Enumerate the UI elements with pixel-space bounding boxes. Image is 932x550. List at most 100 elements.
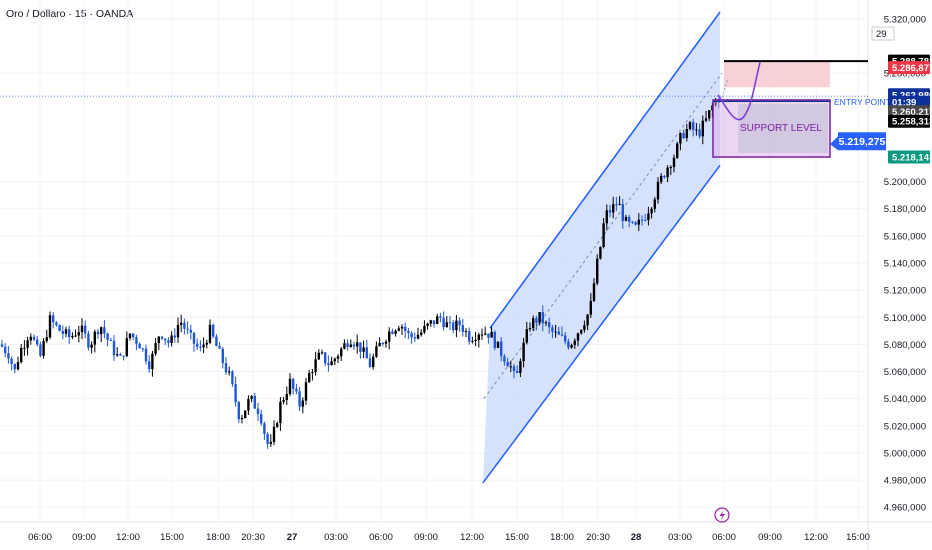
candle-body <box>128 333 132 339</box>
candle-body <box>564 335 567 342</box>
candle-body <box>484 333 487 335</box>
candle-body <box>103 327 106 334</box>
candle-body <box>250 395 253 399</box>
candle-body <box>650 208 653 214</box>
candle-body <box>496 341 500 348</box>
candle-body <box>407 330 410 334</box>
stop-zone[interactable] <box>724 61 830 88</box>
time-tick-label: 20:30 <box>241 532 265 543</box>
support-value-callout[interactable] <box>830 132 886 151</box>
candle-body <box>106 333 109 340</box>
candle-body <box>173 335 176 338</box>
candle-body <box>29 336 32 341</box>
candle-body <box>234 384 237 403</box>
candle-body <box>548 322 551 328</box>
candle-body <box>183 322 186 329</box>
candle-body <box>423 325 426 333</box>
candle-body <box>74 335 77 337</box>
candle-body <box>10 358 13 364</box>
candle-body <box>237 402 240 420</box>
candle-body <box>356 342 359 347</box>
candle-body <box>692 122 695 130</box>
price-tag-label: 01:39 <box>892 98 916 109</box>
candle-body <box>500 341 503 357</box>
candle-body <box>266 434 269 444</box>
candle-body <box>672 157 676 168</box>
candle-body <box>336 356 340 359</box>
candle-body <box>263 423 266 435</box>
time-axis[interactable]: 06:00 09:00 12:00 15:00 18:00 20:30 27 03:00 06:… <box>28 532 870 543</box>
candle-body <box>394 330 397 334</box>
channel-lower-line[interactable] <box>482 164 721 484</box>
candle-body <box>96 331 100 335</box>
candle-body <box>698 129 701 137</box>
candle-body <box>560 334 564 336</box>
candle-body <box>327 363 330 366</box>
candle-body <box>282 399 285 402</box>
candle-body <box>196 343 199 347</box>
candle-body <box>87 333 90 348</box>
candle-body <box>4 346 7 354</box>
price-tag-label: 5.258,313 <box>892 117 932 128</box>
candle-body <box>298 391 301 407</box>
price-tag-bg <box>888 61 930 75</box>
candle-body <box>586 314 589 326</box>
candle-body <box>384 341 388 344</box>
price-tick-label: 5.000,000 <box>884 448 926 459</box>
price-tick-label: 4.980,000 <box>884 476 926 487</box>
time-tick-label: 12:00 <box>804 532 828 543</box>
candle-body <box>138 343 141 349</box>
candle-body <box>375 346 378 357</box>
candle-body <box>576 333 580 341</box>
candle-body <box>612 204 615 213</box>
ascending-channel[interactable] <box>482 11 723 484</box>
candle-body <box>452 322 455 331</box>
candle-body <box>442 317 445 328</box>
time-tick-label: 12:00 <box>116 532 140 543</box>
support-zone-inner <box>738 103 828 154</box>
candle-body <box>186 328 189 330</box>
candle-body <box>164 338 167 341</box>
candle-body <box>420 332 423 335</box>
candle-body <box>458 320 461 326</box>
time-tick-label: 09:00 <box>414 532 438 543</box>
candle-body <box>544 322 548 324</box>
candle-body <box>512 366 516 372</box>
candle-body <box>343 343 346 349</box>
candle-body <box>45 337 48 341</box>
channel-upper-line[interactable] <box>489 11 721 329</box>
candle-body <box>212 324 215 337</box>
candle-body <box>618 204 621 206</box>
candle-body <box>180 322 183 325</box>
price-tick-label: 5.040,000 <box>884 394 926 405</box>
candle-body <box>551 327 554 332</box>
candle-body <box>324 352 327 364</box>
candle-body <box>432 320 436 324</box>
support-zone[interactable] <box>712 99 831 158</box>
candle-body <box>320 352 324 354</box>
candle-body <box>218 346 221 349</box>
price-tick-label: 5.120,000 <box>884 286 926 297</box>
candle-body <box>84 325 87 334</box>
candle-body <box>519 361 522 374</box>
candle-body <box>301 400 304 407</box>
candle-body <box>112 340 116 356</box>
candle-body <box>461 325 464 332</box>
time-tick-label: 15:00 <box>846 532 870 543</box>
trade-zones[interactable]: SUPPORT LEVEL ENTRY POINT 5.219,275 <box>0 60 891 158</box>
candle-body <box>20 348 23 363</box>
candle-body <box>471 340 474 342</box>
candle-body <box>119 354 122 356</box>
price-tick-label: 5.080,000 <box>884 340 926 351</box>
candle-body <box>0 344 4 347</box>
candle-body <box>599 246 602 259</box>
time-tick-label: 06:00 <box>712 532 736 543</box>
candle-body <box>647 213 650 221</box>
candle-body <box>93 331 96 345</box>
candle-body <box>528 328 532 330</box>
candle-body <box>167 340 170 343</box>
candle-body <box>192 332 196 344</box>
candle-body <box>244 410 247 419</box>
candle-body <box>628 217 631 222</box>
